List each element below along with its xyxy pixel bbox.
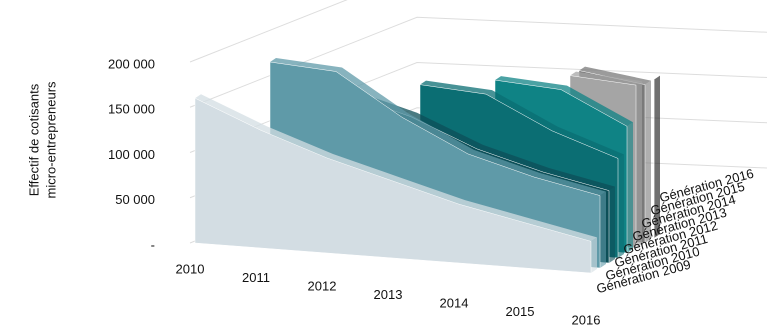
grid-line xyxy=(189,61,768,153)
x-tick-label: 2016 xyxy=(572,312,601,327)
area-side xyxy=(591,237,597,273)
area-top xyxy=(495,76,633,127)
y-tick-label: 150 000 xyxy=(108,102,155,117)
area xyxy=(194,97,592,274)
x-tick-label: 2015 xyxy=(506,304,535,319)
area-top xyxy=(570,71,642,86)
y-tick-label: 200 000 xyxy=(108,56,155,71)
grid-line xyxy=(189,16,768,108)
area-top xyxy=(420,80,624,159)
y-tick-label: 100 000 xyxy=(108,147,155,162)
area-side xyxy=(645,80,651,243)
area-top xyxy=(345,89,615,191)
area-side xyxy=(636,81,642,248)
y-axis-label: micro-entrepreneurs xyxy=(43,81,58,199)
area-side xyxy=(654,75,660,238)
area-side xyxy=(600,191,606,268)
x-tick-label: 2012 xyxy=(308,278,337,293)
y-axis-label: Effectif de cotisants xyxy=(26,83,41,196)
x-tick-label: 2014 xyxy=(440,295,469,310)
area-top xyxy=(195,94,597,242)
y-tick-label: 50 000 xyxy=(115,192,155,207)
x-tick-label: 2013 xyxy=(374,287,403,302)
area-side xyxy=(618,154,624,258)
area-side xyxy=(609,186,615,263)
x-tick-label: 2010 xyxy=(176,261,205,276)
grid-line xyxy=(189,0,348,63)
y-tick-label: - xyxy=(151,237,155,252)
area-side xyxy=(627,122,633,253)
x-tick-label: 2011 xyxy=(242,270,270,285)
